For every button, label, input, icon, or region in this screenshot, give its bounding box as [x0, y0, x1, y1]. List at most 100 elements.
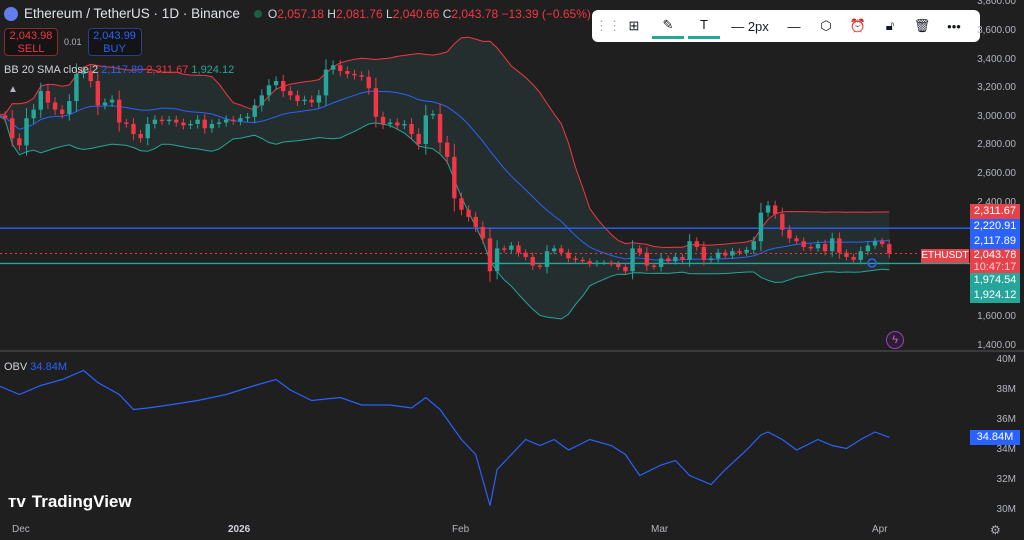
candle[interactable] [801, 241, 806, 247]
candle[interactable] [131, 123, 136, 134]
candle[interactable] [352, 73, 357, 76]
candle[interactable] [223, 119, 229, 123]
candle[interactable] [288, 91, 293, 96]
candle[interactable] [758, 212, 764, 242]
candle[interactable] [81, 71, 86, 74]
candle[interactable] [601, 262, 607, 264]
obv-line[interactable] [0, 369, 890, 506]
candle[interactable] [202, 119, 207, 129]
candle[interactable] [466, 209, 471, 217]
candle[interactable] [630, 248, 635, 272]
candle[interactable] [509, 245, 514, 250]
candle[interactable] [45, 91, 51, 103]
lightning-icon[interactable]: ϟ [886, 331, 904, 349]
template-icon[interactable]: ⊞ [628, 18, 640, 33]
symbol-title[interactable]: Ethereum / TetherUS · 1D · Binance [24, 6, 240, 21]
candle[interactable] [338, 65, 343, 72]
text-icon[interactable]: T [688, 13, 720, 39]
candle[interactable] [537, 265, 543, 267]
bb-lower-line[interactable] [0, 115, 890, 320]
candle[interactable] [772, 205, 778, 215]
candle[interactable] [174, 119, 179, 123]
candle[interactable] [780, 214, 785, 230]
settings-gear-icon[interactable]: ⚙ [990, 523, 1001, 537]
candle[interactable] [737, 251, 742, 253]
candle[interactable] [473, 216, 478, 227]
candle[interactable] [444, 142, 450, 157]
candle[interactable] [387, 122, 393, 124]
candle[interactable] [437, 113, 443, 143]
pencil-icon[interactable]: ✎ [652, 13, 684, 39]
tradingview-logo[interactable]: ᴛv TradingView [8, 492, 132, 512]
candle[interactable] [402, 123, 407, 126]
candle[interactable] [587, 261, 592, 265]
candle[interactable] [651, 265, 657, 267]
candle[interactable] [730, 251, 735, 256]
candle[interactable] [516, 245, 521, 253]
candle[interactable] [259, 95, 265, 106]
candle[interactable] [573, 258, 578, 260]
candle[interactable] [487, 238, 493, 272]
candle[interactable] [480, 226, 486, 239]
candle[interactable] [723, 252, 728, 256]
candle[interactable] [787, 229, 792, 239]
candle[interactable] [452, 156, 457, 199]
sell-button[interactable]: 2,043.98 SELL [4, 28, 58, 56]
candle[interactable] [551, 248, 557, 252]
candle[interactable] [523, 252, 528, 257]
drag-handle-icon[interactable]: ⋮⋮ [595, 18, 621, 33]
candle[interactable] [544, 251, 550, 267]
candle[interactable] [38, 91, 43, 110]
candle[interactable] [95, 81, 101, 106]
candle[interactable] [673, 256, 678, 262]
candle[interactable] [459, 198, 464, 210]
candle[interactable] [844, 252, 849, 257]
candle[interactable] [616, 264, 621, 267]
bb-legend[interactable]: BB 20 SMA close 2 2,117.89 2,311.67 1,92… [4, 64, 234, 76]
line-width-button[interactable]: — 2px [722, 10, 778, 42]
candle[interactable] [59, 109, 65, 114]
candle[interactable] [837, 238, 842, 253]
candle[interactable] [808, 246, 814, 249]
line-style-icon[interactable]: — [787, 18, 801, 34]
candle[interactable] [17, 138, 22, 146]
candle[interactable] [138, 133, 143, 139]
candle[interactable] [323, 69, 329, 96]
candle[interactable] [409, 123, 414, 134]
candle[interactable] [216, 122, 222, 124]
candle[interactable] [594, 262, 600, 265]
candle[interactable] [238, 118, 243, 122]
candle[interactable] [559, 248, 564, 253]
candle[interactable] [658, 258, 664, 267]
candle[interactable] [751, 241, 756, 250]
candle[interactable] [644, 252, 650, 266]
candle[interactable] [109, 99, 115, 103]
obv-legend[interactable]: OBV 34.84M [4, 361, 67, 373]
candle[interactable] [266, 85, 272, 96]
candle[interactable] [345, 71, 350, 74]
candle[interactable] [623, 266, 628, 272]
candle[interactable] [302, 99, 307, 102]
candle[interactable] [195, 119, 200, 124]
candle[interactable] [188, 123, 193, 126]
candle[interactable] [687, 241, 692, 260]
bb-basis-line[interactable] [0, 90, 890, 261]
more-icon[interactable]: ••• [947, 18, 961, 34]
candle[interactable] [715, 252, 721, 259]
buy-button[interactable]: 2,043.99 BUY [87, 28, 142, 56]
candle[interactable] [209, 123, 215, 129]
bb-upper-line[interactable] [0, 36, 890, 249]
candle[interactable] [694, 241, 699, 247]
marker-circle[interactable] [867, 258, 877, 268]
candle[interactable] [181, 122, 186, 126]
candle[interactable] [701, 246, 707, 260]
candle[interactable] [858, 251, 863, 260]
candle[interactable] [708, 258, 714, 260]
candle[interactable] [822, 244, 828, 252]
candle[interactable] [31, 109, 36, 119]
lock-icon[interactable]: 🔓︎ [885, 18, 895, 33]
candle[interactable] [252, 105, 257, 117]
candle[interactable] [430, 113, 436, 116]
candle[interactable] [330, 65, 336, 70]
candle[interactable] [879, 241, 885, 245]
